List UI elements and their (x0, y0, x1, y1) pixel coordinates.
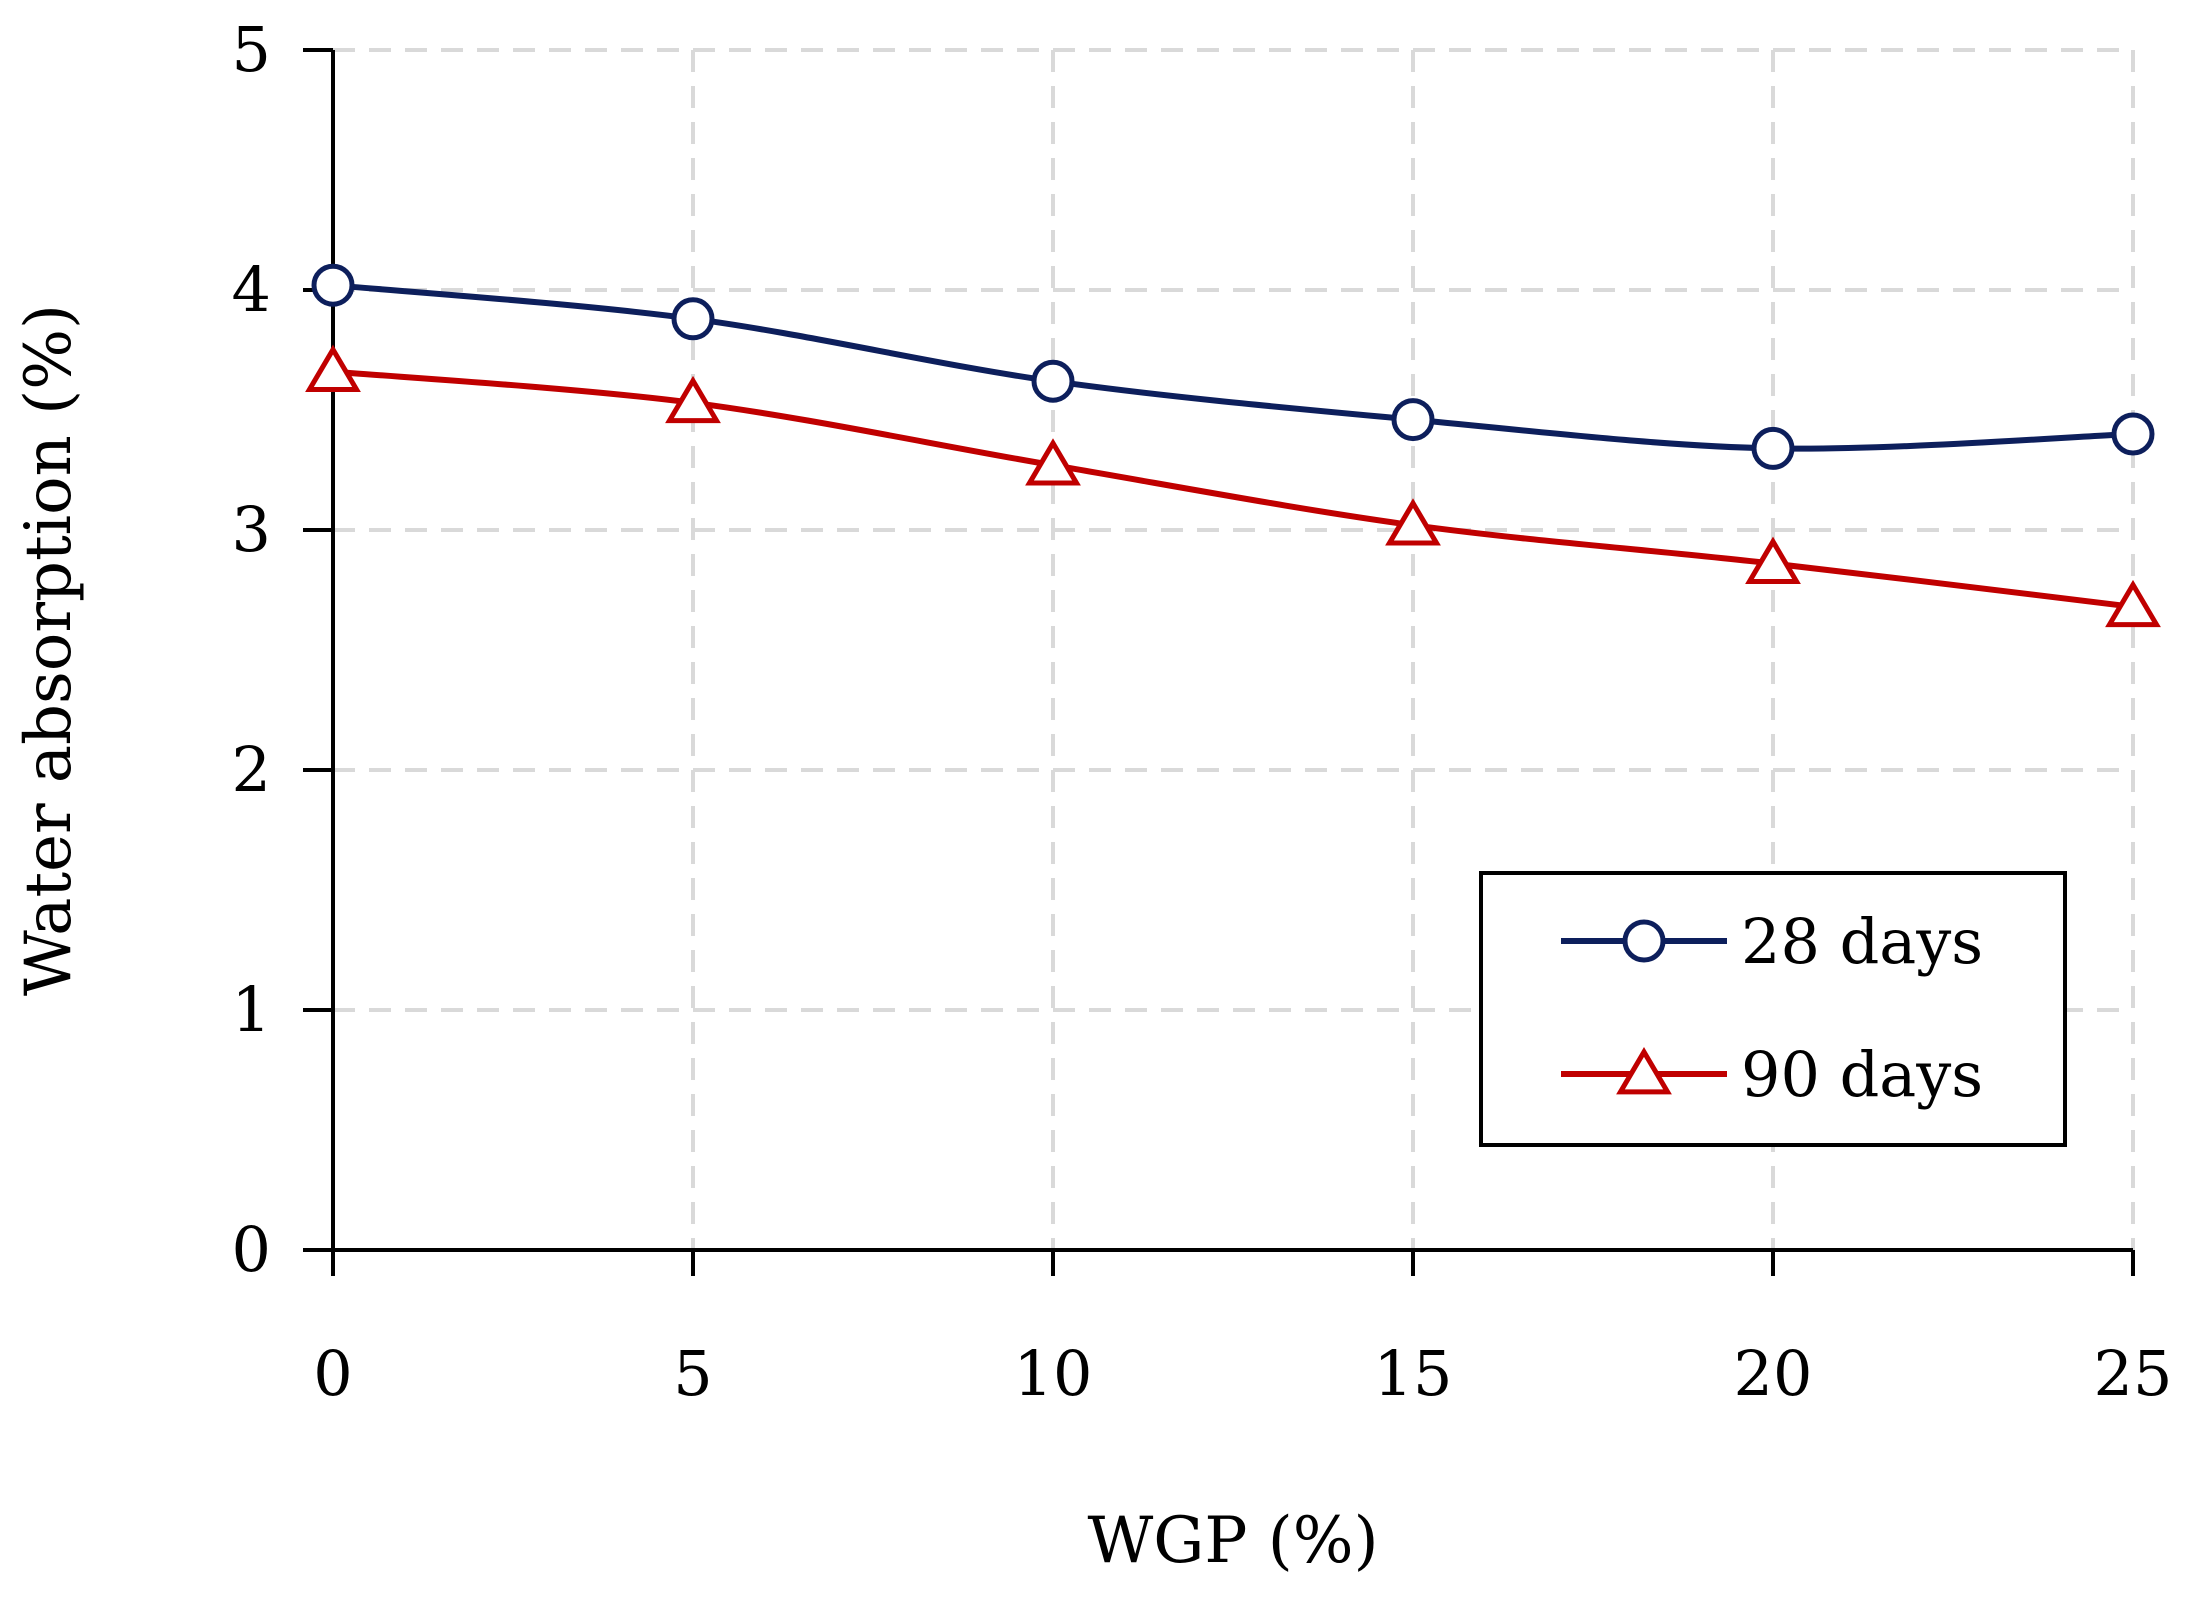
y-tick-label: 4 (232, 253, 271, 326)
data-point (671, 297, 715, 341)
data-point (1391, 398, 1435, 442)
legend-label: 90 days (1741, 1038, 1983, 1111)
data-point (2111, 412, 2155, 456)
x-tick-label: 20 (1734, 1337, 1813, 1410)
legend-entry-1: 90 days (1561, 1038, 1983, 1111)
grid (333, 48, 2135, 1250)
legend-marker (1616, 1047, 1672, 1095)
ticks: 0 1 2 3 4 5 0 5 10 15 20 25 (232, 13, 2173, 1410)
data-point (2105, 579, 2161, 628)
axes (303, 50, 2133, 1252)
x-tick-label: 0 (313, 1337, 352, 1410)
x-tick-label: 25 (2094, 1337, 2173, 1410)
legend-marker (1622, 919, 1666, 963)
legend: 28 days 90 days (1479, 871, 2067, 1147)
legend-box (1479, 871, 2067, 1147)
series-1 (305, 344, 2161, 628)
data-point (1025, 438, 1081, 486)
y-tick-label: 5 (232, 13, 271, 86)
y-tick-label: 2 (232, 733, 271, 806)
series (305, 263, 2161, 628)
y-axis-title: Water absorption (%) (12, 304, 86, 996)
data-point (1745, 536, 1801, 584)
series-0 (311, 263, 2155, 470)
legend-entry-0: 28 days (1561, 905, 1983, 978)
x-tick-label: 10 (1014, 1337, 1093, 1410)
data-point (1385, 498, 1441, 546)
y-tick-label: 3 (232, 493, 271, 566)
x-axis-title: WGP (%) (1087, 1504, 1378, 1578)
data-point (1751, 426, 1795, 470)
series-line (330, 282, 2136, 452)
y-tick-label: 1 (232, 973, 271, 1046)
x-tick-label: 5 (673, 1337, 712, 1410)
legend-label: 28 days (1741, 905, 1983, 978)
data-point (665, 375, 721, 424)
x-tick-label: 15 (1374, 1337, 1453, 1410)
data-point (305, 344, 361, 392)
data-point (1031, 359, 1075, 403)
data-point (311, 263, 355, 307)
y-tick-label: 0 (232, 1213, 271, 1286)
series-line (330, 368, 2136, 610)
